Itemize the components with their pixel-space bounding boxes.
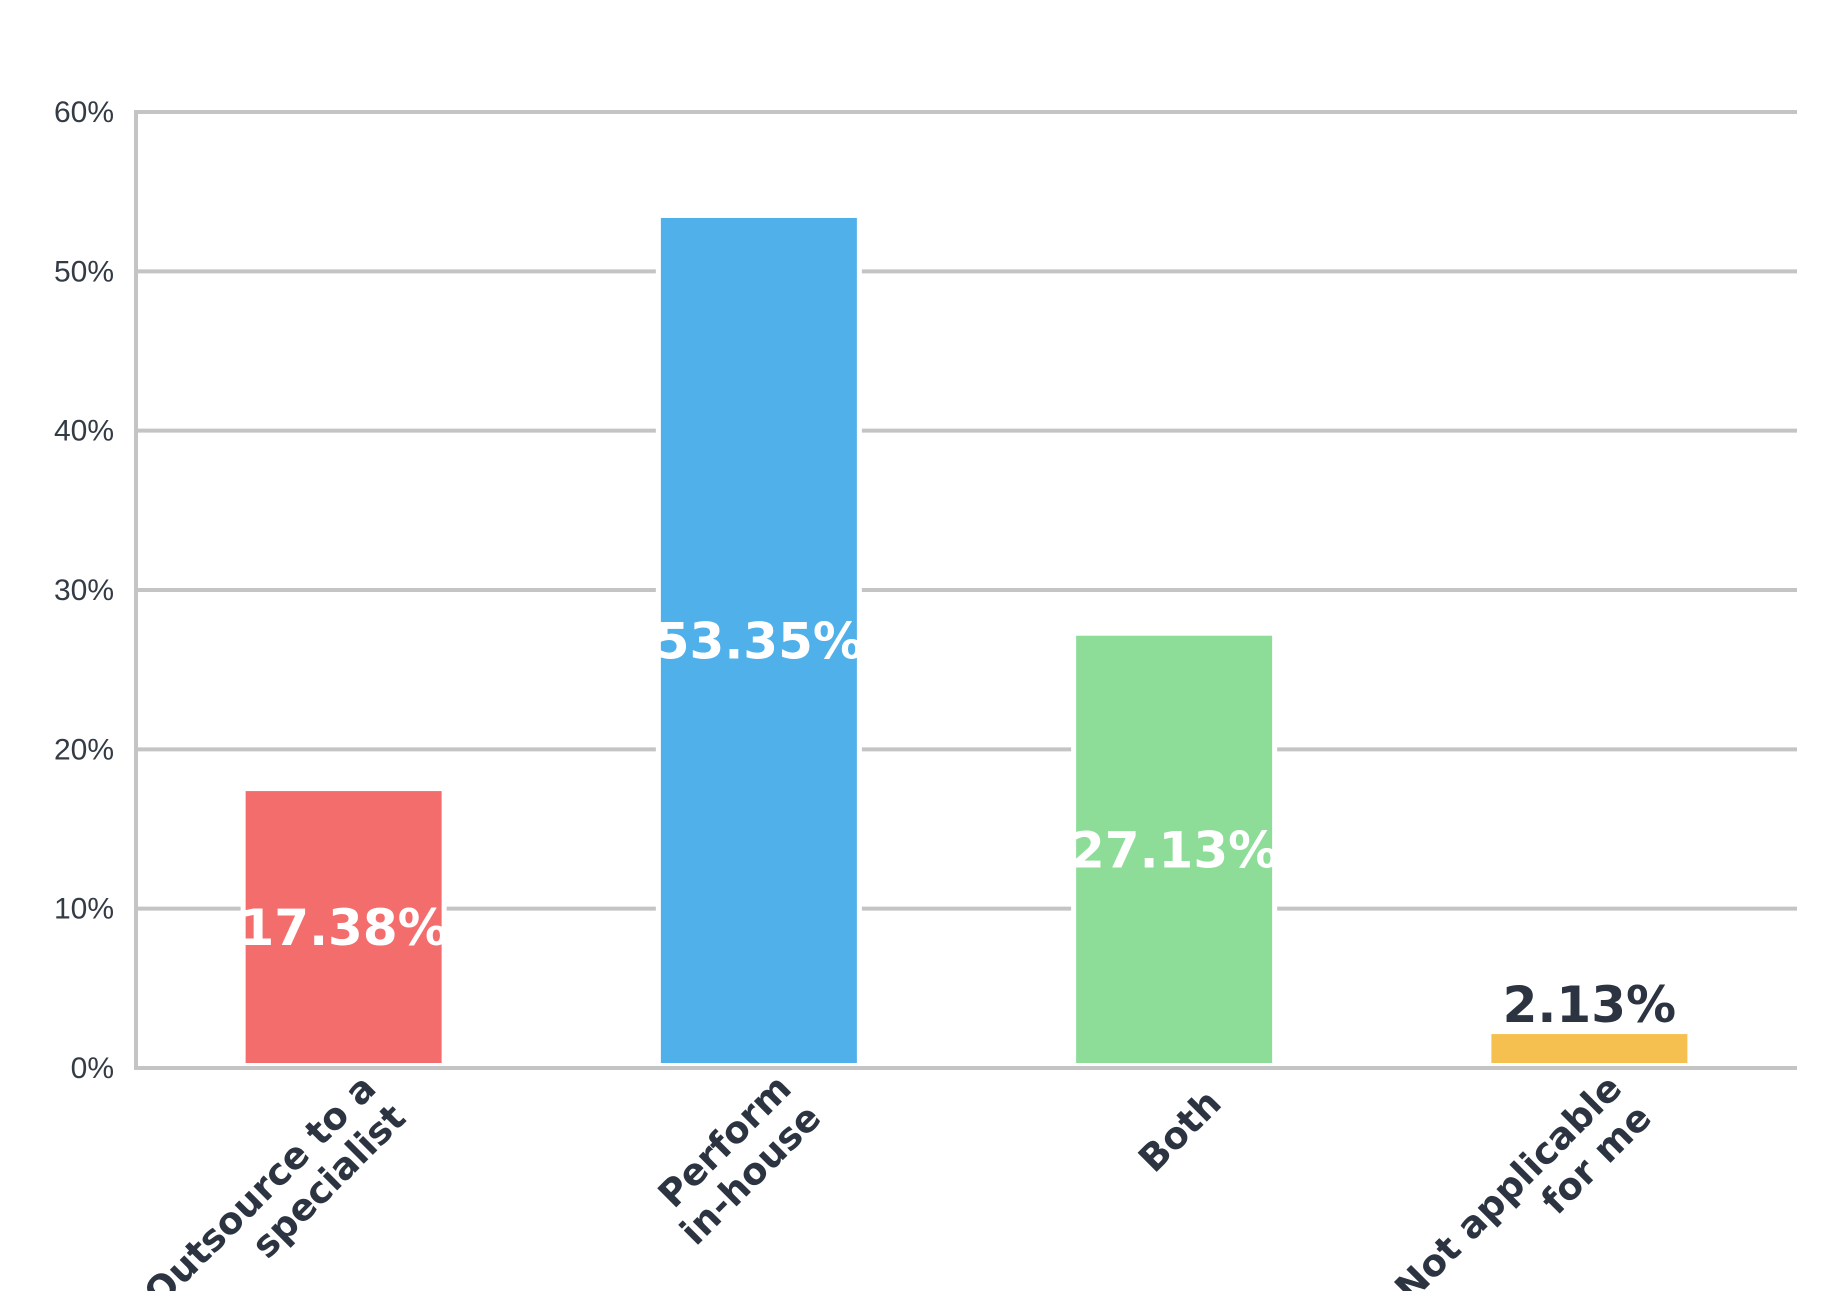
y-tick-label: 0% (71, 1052, 114, 1085)
y-tick-label: 30% (54, 574, 114, 607)
axes (134, 110, 1797, 1070)
data-labels: 17.38% 53.35% 27.13% 2.13% (239, 612, 1676, 1034)
y-tick-label: 10% (54, 893, 114, 926)
y-axis-tick-labels: 0% 10% 20% 30% 40% 50% 60% (54, 96, 114, 1085)
data-label: 2.13% (1503, 976, 1676, 1034)
y-tick-label: 50% (54, 255, 114, 288)
bar (1491, 1034, 1688, 1063)
x-category-label-line: Both (1130, 1081, 1229, 1180)
x-category-label: Both (1130, 1081, 1229, 1180)
data-label: 27.13% (1070, 821, 1278, 879)
data-label: 17.38% (239, 899, 447, 957)
data-label: 53.35% (655, 612, 863, 670)
y-tick-label: 60% (54, 96, 114, 129)
bar (245, 791, 442, 1063)
bar (660, 217, 857, 1063)
y-tick-label: 20% (54, 733, 114, 766)
gridlines (136, 110, 1797, 911)
bar (1076, 635, 1273, 1063)
bars (240, 214, 1693, 1063)
y-tick-label: 40% (54, 415, 114, 448)
